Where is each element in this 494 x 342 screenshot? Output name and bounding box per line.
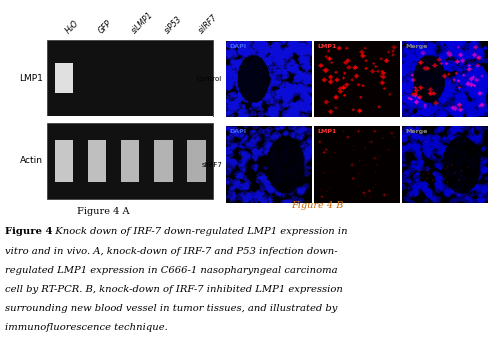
Text: Figure 4 A: Figure 4 A [77, 207, 129, 216]
Bar [188, 140, 206, 182]
Bar [154, 140, 172, 182]
Bar [47, 116, 213, 123]
Text: Figure 4 B: Figure 4 B [291, 201, 343, 210]
Bar [47, 40, 213, 116]
Text: regulated LMP1 expression in C666-1 nasopharyngeal carcinoma: regulated LMP1 expression in C666-1 naso… [5, 266, 337, 275]
Text: Actin: Actin [20, 156, 43, 165]
Text: cell by RT-PCR. B, knock-down of IRF-7 inhibited LMP1 expression: cell by RT-PCR. B, knock-down of IRF-7 i… [5, 285, 343, 294]
Text: siIRF7: siIRF7 [202, 162, 222, 168]
Text: LMP1: LMP1 [19, 74, 43, 82]
Text: LMP1: LMP1 [318, 44, 337, 49]
Text: siP53: siP53 [164, 14, 184, 35]
Text: H₂O: H₂O [64, 18, 81, 35]
Text: . Knock down of IRF-7 down-regulated LMP1 expression in: . Knock down of IRF-7 down-regulated LMP… [49, 227, 348, 237]
Text: Merge: Merge [406, 44, 428, 49]
Bar [88, 140, 106, 182]
Bar [121, 140, 139, 182]
Bar [47, 123, 213, 199]
Text: surrounding new blood vessel in tumor tissues, and illustrated by: surrounding new blood vessel in tumor ti… [5, 304, 337, 313]
Text: Merge: Merge [406, 129, 428, 134]
Text: Figure 4: Figure 4 [5, 227, 52, 237]
Bar [55, 63, 73, 93]
Text: siIRF7: siIRF7 [197, 12, 219, 35]
Text: vitro and in vivo. A, knock-down of IRF-7 and P53 infection down-: vitro and in vivo. A, knock-down of IRF-… [5, 247, 337, 255]
Text: siLMP1: siLMP1 [130, 10, 155, 35]
Text: LMP1: LMP1 [318, 129, 337, 134]
Text: immunofluorescence technique.: immunofluorescence technique. [5, 323, 167, 332]
Bar [55, 140, 73, 182]
Text: GFP: GFP [97, 18, 114, 35]
Text: Control: Control [197, 76, 222, 82]
Text: DAPI: DAPI [230, 129, 247, 134]
Text: DAPI: DAPI [230, 44, 247, 49]
